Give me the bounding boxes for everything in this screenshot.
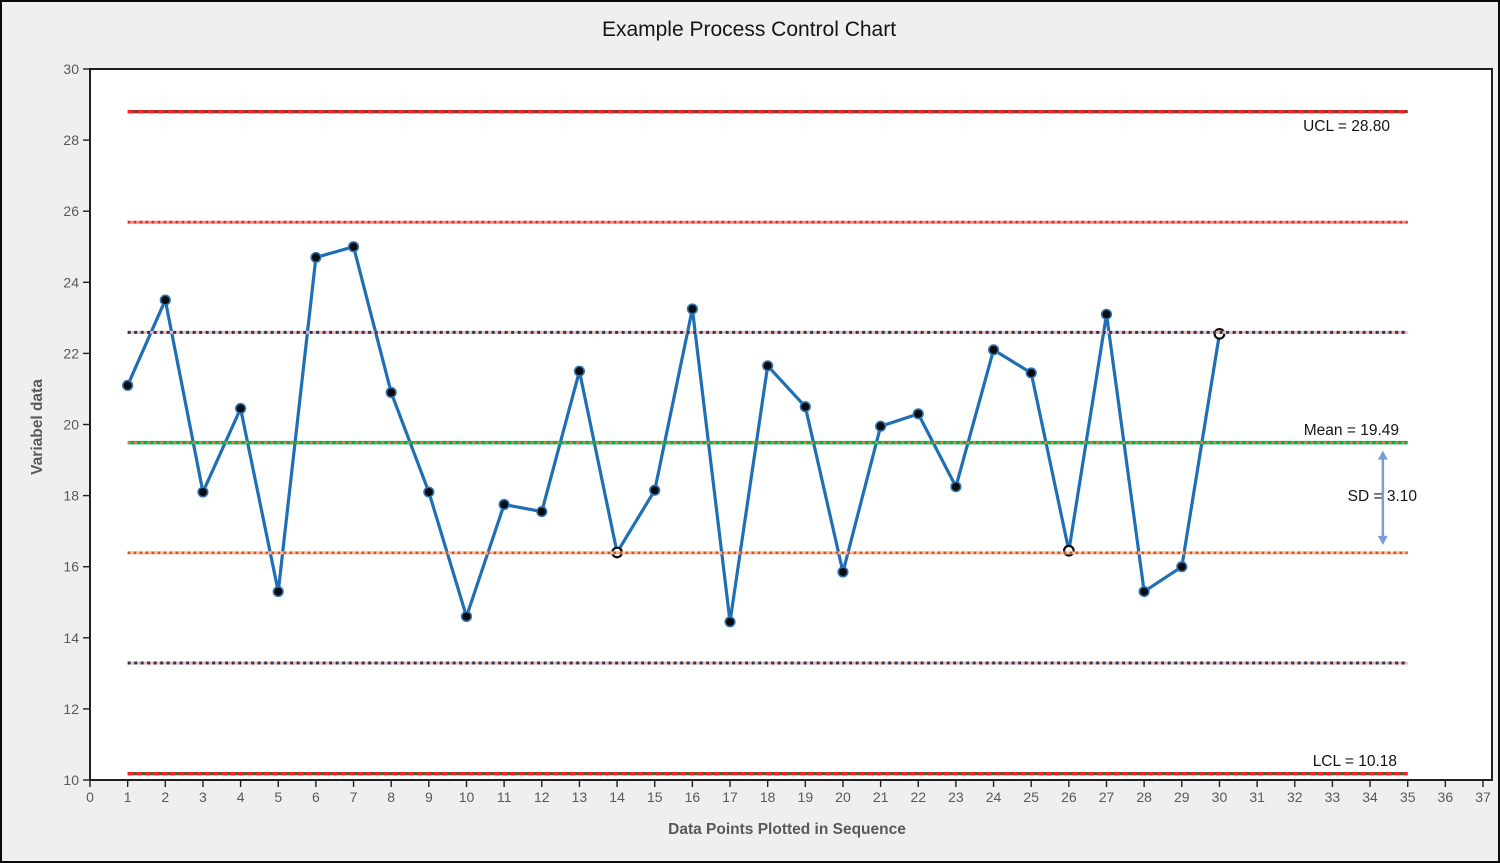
y-tick-label: 14 bbox=[63, 630, 79, 646]
sd-arrow-head-up bbox=[1377, 450, 1388, 460]
x-tick-label: 21 bbox=[873, 789, 889, 805]
y-tick-label: 16 bbox=[63, 559, 79, 575]
x-tick-label: 17 bbox=[722, 789, 738, 805]
data-point-marker bbox=[347, 241, 360, 253]
x-tick-label: 9 bbox=[425, 789, 433, 805]
data-point-marker bbox=[762, 360, 774, 372]
data-point-marker bbox=[423, 486, 435, 498]
x-tick-label: 13 bbox=[572, 789, 588, 805]
x-tick-label: 37 bbox=[1475, 789, 1491, 805]
x-tick-label: 2 bbox=[161, 789, 169, 805]
data-point-marker bbox=[724, 616, 736, 628]
data-point-marker bbox=[1100, 308, 1113, 320]
x-tick-label: 23 bbox=[948, 789, 964, 805]
data-point-marker bbox=[159, 294, 171, 306]
x-tick-label: 10 bbox=[459, 789, 475, 805]
data-series-line bbox=[126, 245, 1222, 624]
x-tick-label: 3 bbox=[199, 789, 207, 805]
x-tick-label: 27 bbox=[1099, 789, 1115, 805]
data-point-marker bbox=[197, 486, 209, 498]
x-axis-title: Data Points Plotted in Sequence bbox=[668, 821, 906, 838]
y-tick-label: 22 bbox=[63, 345, 79, 361]
data-point-marker bbox=[460, 610, 473, 623]
x-tick-label: 20 bbox=[835, 789, 851, 805]
x-tick-label: 5 bbox=[274, 789, 282, 805]
data-point-marker bbox=[498, 498, 510, 511]
x-tick-label: 25 bbox=[1023, 789, 1039, 805]
x-tick-label: 35 bbox=[1400, 789, 1416, 805]
x-tick-label: 33 bbox=[1325, 789, 1341, 805]
data-point-marker bbox=[536, 505, 548, 518]
x-tick-label: 18 bbox=[760, 789, 776, 805]
x-tick-label: 28 bbox=[1136, 789, 1152, 805]
data-point-marker bbox=[310, 251, 322, 264]
x-tick-label: 6 bbox=[312, 789, 320, 805]
x-tick-label: 7 bbox=[350, 789, 358, 805]
x-tick-label: 16 bbox=[685, 789, 701, 805]
data-point-marker bbox=[649, 484, 661, 496]
sd-arrow-head-down bbox=[1377, 535, 1388, 545]
data-point-marker bbox=[837, 566, 849, 578]
y-tick-label: 26 bbox=[63, 203, 79, 219]
y-tick-label: 18 bbox=[63, 488, 79, 504]
x-tick-label: 19 bbox=[798, 789, 814, 805]
data-point-marker bbox=[234, 402, 247, 415]
x-tick-label: 32 bbox=[1287, 789, 1303, 805]
x-tick-label: 30 bbox=[1212, 789, 1228, 805]
y-tick-label: 12 bbox=[63, 701, 79, 717]
x-tick-label: 36 bbox=[1438, 789, 1454, 805]
y-tick-label: 24 bbox=[63, 274, 79, 290]
data-point-marker bbox=[799, 401, 811, 413]
data-point-marker bbox=[1025, 367, 1037, 379]
data-point-marker bbox=[686, 303, 698, 315]
data-point-marker bbox=[1138, 585, 1150, 598]
y-tick-label: 30 bbox=[63, 61, 79, 77]
data-point-marker bbox=[272, 585, 284, 598]
data-point-marker bbox=[122, 379, 134, 391]
x-tick-label: 22 bbox=[910, 789, 926, 805]
lcl-label: LCL = 10.18 bbox=[1312, 753, 1397, 770]
data-point-marker bbox=[950, 481, 962, 493]
y-axis-title: Variabel data bbox=[29, 379, 46, 475]
mean-label: Mean = 19.49 bbox=[1303, 422, 1399, 439]
x-tick-label: 14 bbox=[609, 789, 625, 805]
x-tick-label: 12 bbox=[534, 789, 550, 805]
data-point-marker bbox=[1176, 561, 1188, 573]
x-tick-label: 4 bbox=[237, 789, 245, 805]
data-point-marker bbox=[912, 408, 924, 420]
ucl-label: UCL = 28.80 bbox=[1303, 118, 1390, 135]
x-tick-label: 0 bbox=[86, 789, 94, 805]
x-tick-label: 29 bbox=[1174, 789, 1190, 805]
x-tick-label: 24 bbox=[986, 789, 1002, 805]
x-tick-label: 8 bbox=[387, 789, 395, 805]
x-tick-label: 15 bbox=[647, 789, 663, 805]
plot-area bbox=[89, 68, 1493, 781]
chart-title: Example Process Control Chart bbox=[601, 18, 897, 41]
data-point-marker bbox=[573, 365, 586, 377]
data-point-marker bbox=[875, 420, 887, 432]
x-tick-label: 11 bbox=[497, 789, 512, 805]
data-point-marker bbox=[987, 344, 1000, 356]
data-point-marker bbox=[385, 386, 397, 399]
x-tick-label: 31 bbox=[1249, 789, 1265, 805]
sd-label: SD = 3.10 bbox=[1347, 488, 1417, 505]
y-tick-label: 20 bbox=[63, 417, 79, 433]
y-tick-label: 10 bbox=[63, 772, 79, 788]
x-tick-label: 26 bbox=[1061, 789, 1077, 805]
y-tick-label: 28 bbox=[63, 132, 79, 148]
x-tick-label: 1 bbox=[124, 789, 132, 805]
x-tick-label: 34 bbox=[1362, 789, 1378, 805]
